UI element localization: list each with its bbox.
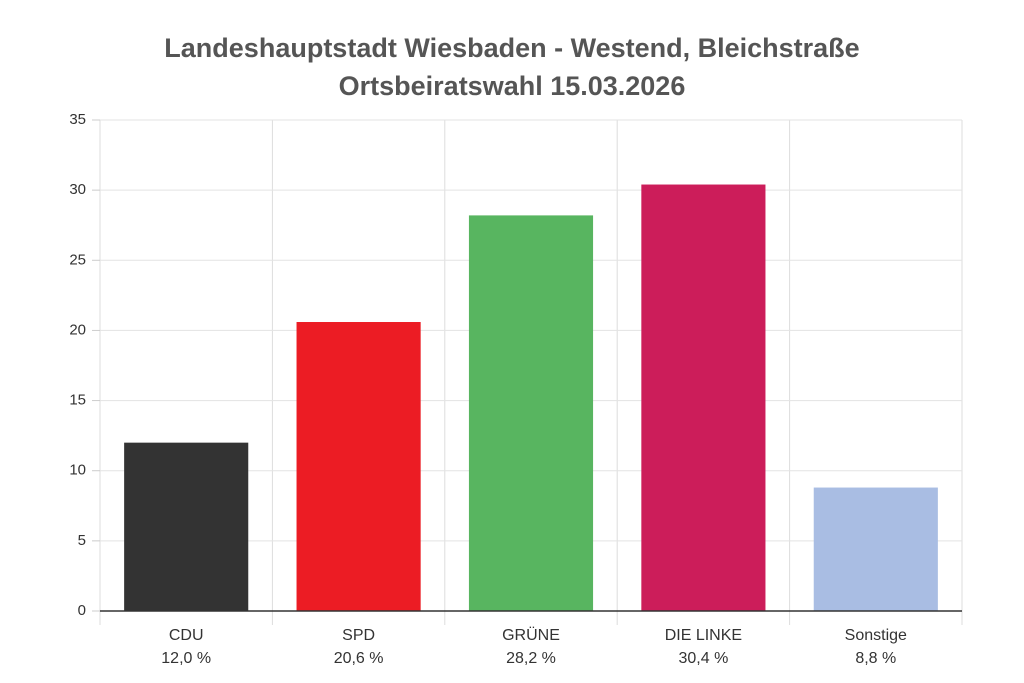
x-tick-label: GRÜNE <box>502 626 560 644</box>
value-label: 12,0 % <box>161 650 211 667</box>
y-tick-label: 35 <box>69 111 86 128</box>
chart-title: Ortsbeiratswahl 15.03.2026 <box>339 71 686 101</box>
y-tick-label: 15 <box>69 392 86 409</box>
bar <box>641 184 766 611</box>
y-tick-label: 25 <box>69 251 86 268</box>
x-tick-label: CDU <box>169 627 204 644</box>
bar <box>468 215 594 611</box>
x-tick-label: SPD <box>342 627 375 644</box>
y-tick-label: 10 <box>69 462 86 479</box>
bar <box>124 442 249 611</box>
y-tick-label: 0 <box>78 602 86 619</box>
bar <box>813 487 938 611</box>
y-tick-label: 5 <box>78 532 86 549</box>
y-tick-label: 30 <box>69 181 86 198</box>
bar <box>296 322 421 611</box>
value-label: 28,2 % <box>506 650 556 667</box>
value-label: 30,4 % <box>678 650 728 667</box>
x-tick-label: DIE LINKE <box>665 627 742 644</box>
value-label: 8,8 % <box>855 650 896 667</box>
y-tick-label: 20 <box>69 321 86 338</box>
value-label: 20,6 % <box>334 650 384 667</box>
chart-title: Landeshauptstadt Wiesbaden - Westend, Bl… <box>164 33 859 63</box>
x-tick-label: Sonstige <box>845 627 907 644</box>
